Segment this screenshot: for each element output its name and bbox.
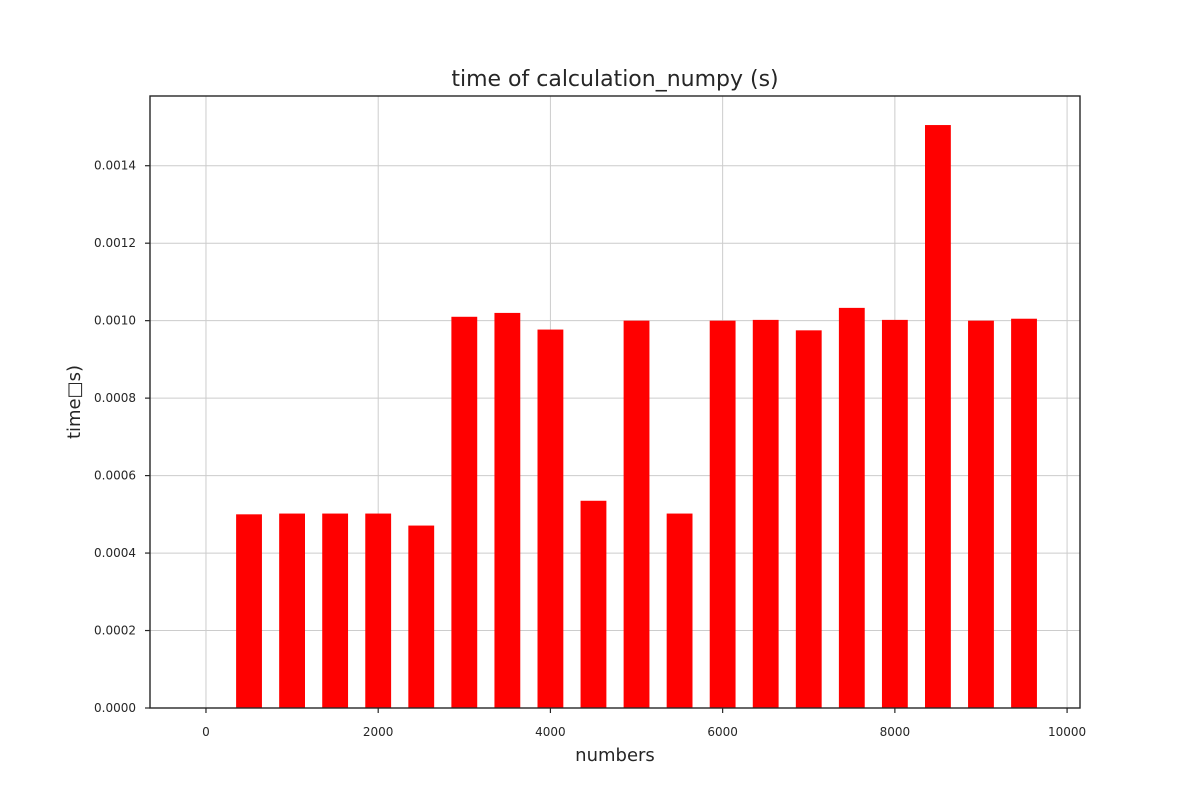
bar-1000 [279,513,305,708]
chart-title: time of calculation_numpy (s) [451,67,778,92]
bar-5500 [666,513,693,708]
bar-500 [236,514,262,708]
y-tick-label: 0.0012 [94,236,136,250]
bar-8500 [925,125,951,708]
x-axis-label: numbers [575,745,655,766]
x-tick-label: 4000 [535,725,566,739]
bar-6500 [752,319,779,708]
plot-frame [149,95,1081,709]
y-tick-label: 0.0006 [94,469,136,483]
bar-1500 [322,513,349,708]
y-tick-label: 0.0010 [94,314,136,328]
bar-2500 [408,525,435,708]
bar-8000 [881,319,908,708]
x-tick-label: 8000 [880,725,911,739]
y-tick-label: 0.0004 [94,546,136,560]
y-tick-label: 0.0014 [94,159,136,173]
y-tick-label: 0.0008 [94,391,136,405]
x-tick-label: 6000 [707,725,738,739]
bar-5000 [623,320,650,708]
bar-4500 [580,500,607,708]
bar-9500 [1011,318,1037,708]
bar-7000 [795,330,822,708]
bar-9000 [968,320,994,708]
x-tick-label: 2000 [363,725,394,739]
bar-4000 [537,329,564,708]
x-tick-label: 10000 [1048,725,1086,739]
bar-3000 [451,316,478,708]
bar-6000 [709,320,736,708]
bar-7500 [838,307,865,708]
bar-3500 [494,312,521,708]
y-axis-label: time□s) [64,365,85,439]
bars [236,125,1037,708]
x-tick-label: 0 [202,725,210,739]
bar-2000 [365,513,392,708]
y-tick-label: 0.0000 [94,701,136,715]
y-tick-label: 0.0002 [94,624,136,638]
axis-ticks: 0 2000 4000 6000 8000 10000 0.0000 0.0002 0.0004… [94,159,1086,739]
